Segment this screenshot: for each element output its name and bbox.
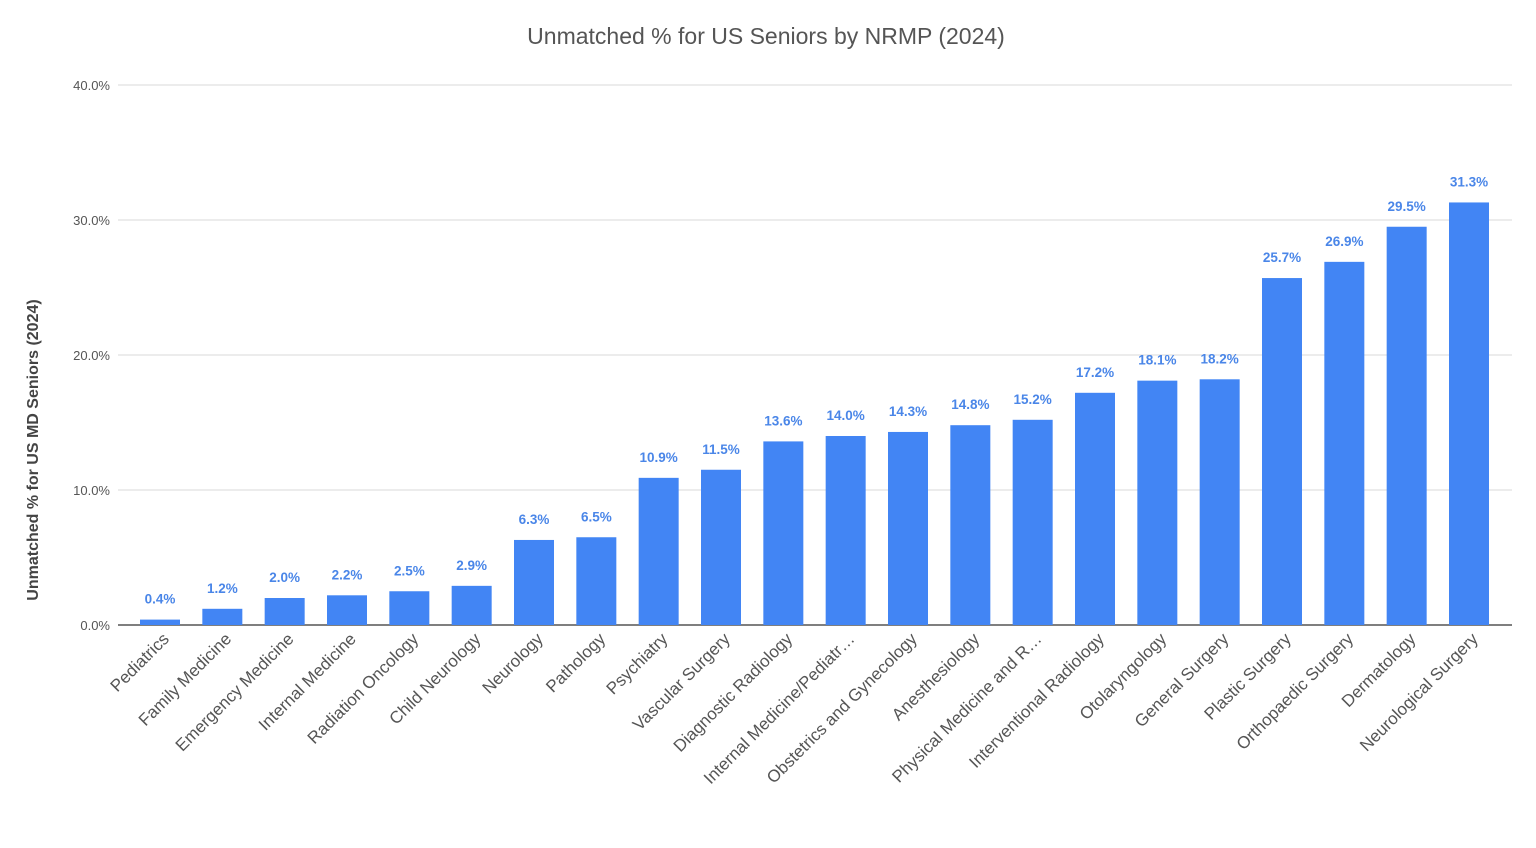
y-tick-label: 40.0% <box>73 78 110 93</box>
bar <box>202 608 243 625</box>
x-tick-label: Pediatrics <box>107 629 173 695</box>
data-label: 14.8% <box>951 397 989 412</box>
data-label: 13.6% <box>764 413 802 428</box>
data-label: 0.4% <box>145 592 176 607</box>
data-label: 14.0% <box>827 408 865 423</box>
data-label: 11.5% <box>702 442 740 457</box>
data-label: 15.2% <box>1014 392 1052 407</box>
bar <box>701 469 741 625</box>
y-tick-label: 0.0% <box>80 618 110 633</box>
bar <box>888 431 928 625</box>
y-axis-label: Unmatched % for US MD Seniors (2024) <box>25 299 42 600</box>
data-label: 10.9% <box>640 450 678 465</box>
chart-title: Unmatched % for US Seniors by NRMP (2024… <box>527 23 1005 49</box>
bar <box>1137 380 1178 625</box>
data-label: 6.3% <box>519 512 550 527</box>
y-tick-label: 30.0% <box>73 213 110 228</box>
bar <box>140 619 180 625</box>
bar <box>1199 379 1240 625</box>
x-tick-label: Emergency Medicine <box>172 629 298 755</box>
x-tick-label: Diagnostic Radiology <box>670 629 797 756</box>
bar <box>638 477 679 625</box>
x-tick-label: Pathology <box>542 629 609 696</box>
bar <box>825 436 866 625</box>
bar <box>389 591 430 625</box>
data-label: 2.5% <box>394 563 425 578</box>
x-tick-label: Radiation Oncology <box>304 629 423 748</box>
data-label: 1.2% <box>207 581 238 596</box>
x-tick-label: Neurology <box>479 629 548 698</box>
data-label: 14.3% <box>889 404 927 419</box>
data-label: 6.5% <box>581 509 612 524</box>
bar <box>1386 226 1427 625</box>
bar <box>1075 392 1115 625</box>
bar <box>451 585 492 625</box>
bar <box>1449 202 1489 625</box>
bar <box>514 539 554 625</box>
bar <box>950 425 991 625</box>
bar <box>327 595 367 625</box>
data-label: 2.2% <box>332 567 363 582</box>
bar <box>264 598 305 625</box>
bar <box>1012 419 1053 625</box>
data-label: 26.9% <box>1325 234 1363 249</box>
y-tick-label: 20.0% <box>73 348 110 363</box>
bar <box>1324 261 1365 625</box>
bar <box>576 537 617 625</box>
data-label: 2.0% <box>269 570 300 585</box>
data-label: 29.5% <box>1388 199 1426 214</box>
data-label: 25.7% <box>1263 250 1301 265</box>
y-tick-label: 10.0% <box>73 483 110 498</box>
x-tick-label: Orthopaedic Surgery <box>1233 629 1358 754</box>
bar <box>763 441 804 625</box>
data-label: 17.2% <box>1076 365 1114 380</box>
x-tick-label: Neurological Surgery <box>1356 629 1482 755</box>
bar <box>1262 278 1302 625</box>
data-label: 31.3% <box>1450 174 1488 189</box>
data-label: 18.1% <box>1138 353 1176 368</box>
data-label: 2.9% <box>456 558 487 573</box>
data-label: 18.2% <box>1201 351 1239 366</box>
